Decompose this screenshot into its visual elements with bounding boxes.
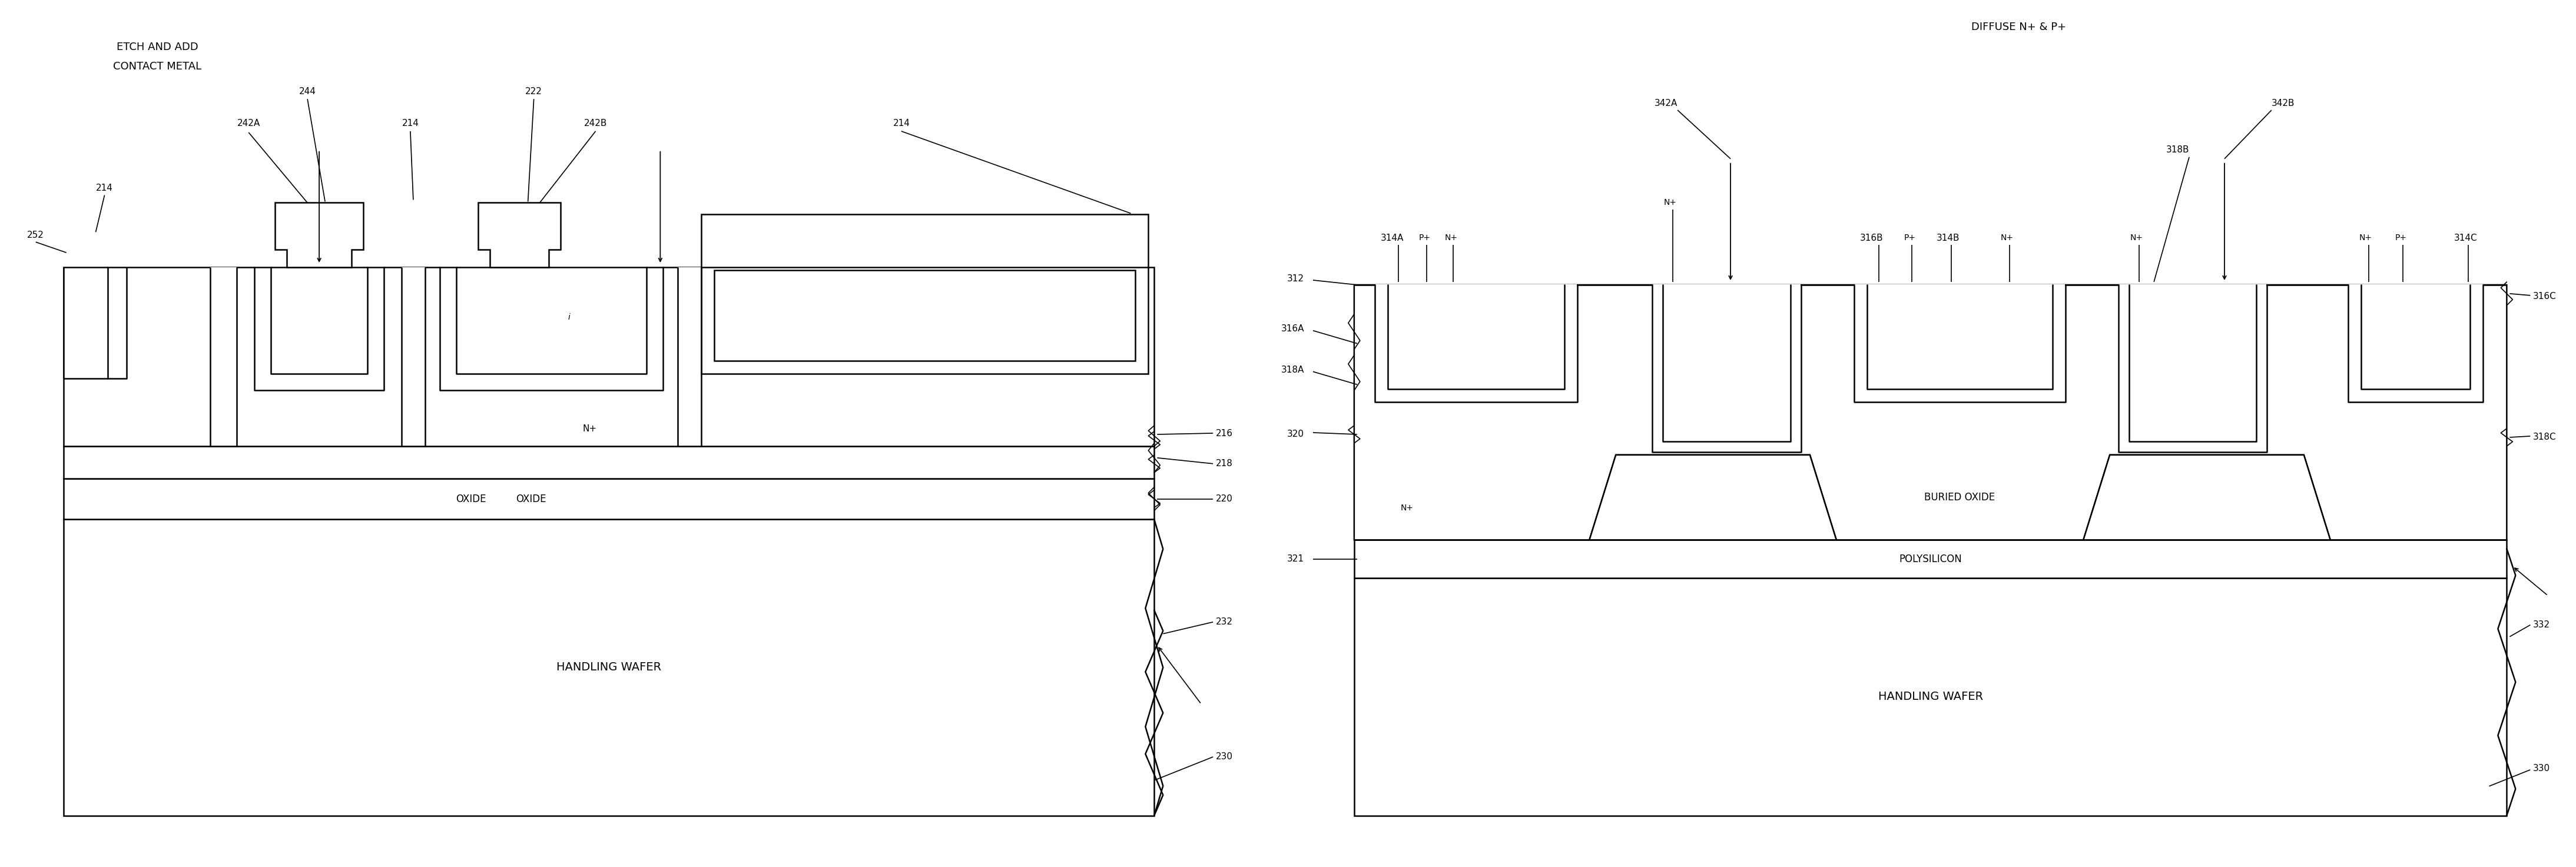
Text: 316A: 316A <box>1280 324 1303 333</box>
Text: 218: 218 <box>1216 460 1234 468</box>
Polygon shape <box>1355 578 2506 816</box>
Polygon shape <box>402 267 425 447</box>
Text: 214: 214 <box>95 184 113 192</box>
Text: Al: Al <box>515 222 523 231</box>
Text: N+: N+ <box>1664 199 1677 207</box>
Text: OXIDE: OXIDE <box>515 493 546 505</box>
Text: 242B: 242B <box>585 119 608 128</box>
Text: 252: 252 <box>28 231 44 239</box>
Text: N+: N+ <box>2130 234 2143 242</box>
Polygon shape <box>64 267 1154 447</box>
Text: 314A: 314A <box>1381 233 1404 243</box>
Text: 244: 244 <box>299 87 317 95</box>
Polygon shape <box>1855 284 2066 402</box>
Text: 232: 232 <box>1216 617 1234 627</box>
Polygon shape <box>64 479 1154 519</box>
Text: Al: Al <box>314 222 322 231</box>
Text: 316B: 316B <box>1860 233 1883 243</box>
Polygon shape <box>276 203 363 267</box>
Text: 312: 312 <box>1288 275 1303 284</box>
Text: HANDLING WAFER: HANDLING WAFER <box>1878 691 1984 702</box>
Polygon shape <box>2120 284 2267 452</box>
Text: 318B: 318B <box>2166 146 2190 154</box>
Text: 242A: 242A <box>237 119 260 128</box>
Polygon shape <box>211 267 237 447</box>
Text: N+: N+ <box>2360 234 2372 242</box>
Text: N+: N+ <box>2002 234 2014 242</box>
Polygon shape <box>2349 284 2483 402</box>
Text: N+: N+ <box>1445 234 1458 242</box>
Text: N+: N+ <box>1401 504 1414 512</box>
Text: OXIDE: OXIDE <box>912 237 938 245</box>
Text: 342B: 342B <box>2272 99 2295 108</box>
Text: 342A: 342A <box>1654 99 1677 108</box>
Polygon shape <box>64 519 1154 816</box>
Polygon shape <box>2084 455 2331 540</box>
Text: ETCH AND ADD: ETCH AND ADD <box>116 42 198 53</box>
Text: 222: 222 <box>526 87 544 95</box>
Polygon shape <box>1654 284 1801 452</box>
Text: 214: 214 <box>402 119 420 128</box>
Text: 332: 332 <box>2532 621 2550 629</box>
Text: 318C: 318C <box>2532 433 2555 441</box>
Polygon shape <box>1355 540 2506 578</box>
Text: 314B: 314B <box>1937 233 1960 243</box>
Text: 320: 320 <box>1288 430 1303 439</box>
Text: N+: N+ <box>582 424 598 433</box>
Text: 216: 216 <box>1216 429 1234 438</box>
Text: DIFFUSE N+ & P+: DIFFUSE N+ & P+ <box>1971 22 2066 32</box>
Polygon shape <box>1355 285 2506 540</box>
Polygon shape <box>677 267 701 447</box>
Text: 220: 220 <box>1216 494 1234 504</box>
Text: 321: 321 <box>1288 555 1303 564</box>
Text: 316C: 316C <box>2532 292 2555 301</box>
Polygon shape <box>64 447 1154 479</box>
Text: OXIDE: OXIDE <box>456 493 487 505</box>
Text: P+: P+ <box>2396 234 2406 242</box>
Text: 314C: 314C <box>2455 233 2478 243</box>
Text: 214: 214 <box>894 119 909 128</box>
Text: BURIED OXIDE: BURIED OXIDE <box>1924 492 1996 503</box>
Polygon shape <box>701 214 1149 374</box>
Polygon shape <box>479 203 562 267</box>
Text: OXIDE: OXIDE <box>739 233 768 243</box>
Text: 318A: 318A <box>1280 366 1303 375</box>
Text: 330: 330 <box>2532 764 2550 773</box>
Text: P+: P+ <box>1904 234 1917 242</box>
Text: 230: 230 <box>1216 753 1234 761</box>
Polygon shape <box>1376 284 1577 402</box>
Polygon shape <box>1589 455 1837 540</box>
Text: CONTACT METAL: CONTACT METAL <box>113 62 201 72</box>
Polygon shape <box>64 267 108 378</box>
Text: HANDLING WAFER: HANDLING WAFER <box>556 662 662 673</box>
Text: POLYSILICON: POLYSILICON <box>1899 554 1963 564</box>
Text: P+: P+ <box>1419 234 1430 242</box>
Polygon shape <box>714 271 1136 361</box>
